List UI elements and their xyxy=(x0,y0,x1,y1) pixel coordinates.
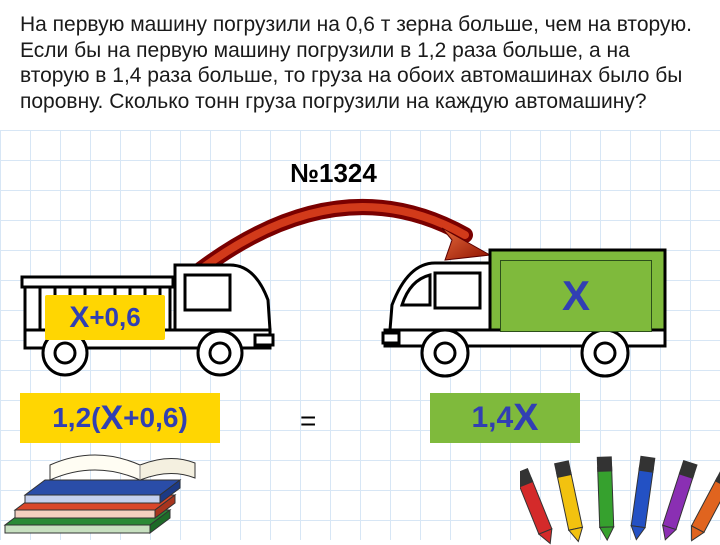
truck2-load-label: Х xyxy=(500,260,652,332)
var-x: Х xyxy=(562,272,590,320)
plus06: +0,6 xyxy=(89,302,140,333)
equals-sign: = xyxy=(300,405,316,437)
small: +0,6 xyxy=(123,402,178,434)
equation-right-label: 1,4Х xyxy=(430,393,580,443)
var-x: Х xyxy=(69,301,89,335)
problem-statement: На первую машину погрузили на 0,6 т зерн… xyxy=(20,12,700,114)
suffix: ) xyxy=(178,402,187,434)
books-icon xyxy=(0,430,220,540)
prefix: 1,2( xyxy=(52,402,100,434)
markers-icon xyxy=(520,455,720,545)
equation-left-label: 1,2(Х+0,6) xyxy=(20,393,220,443)
prefix: 1,4 xyxy=(471,401,513,435)
var-x: Х xyxy=(513,397,538,440)
var-x: Х xyxy=(100,399,123,438)
problem-number: №1324 xyxy=(290,158,377,189)
truck1-load-label: Х+0,6 xyxy=(45,295,165,340)
